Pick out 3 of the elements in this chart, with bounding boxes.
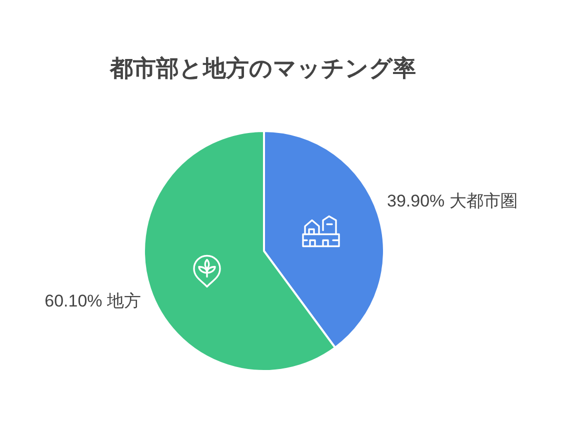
slice-label: 39.90% 大都市圏 xyxy=(387,192,518,211)
chart-title: 都市部と地方のマッチング率 xyxy=(109,55,416,81)
slice-label: 60.10% 地方 xyxy=(44,291,141,310)
